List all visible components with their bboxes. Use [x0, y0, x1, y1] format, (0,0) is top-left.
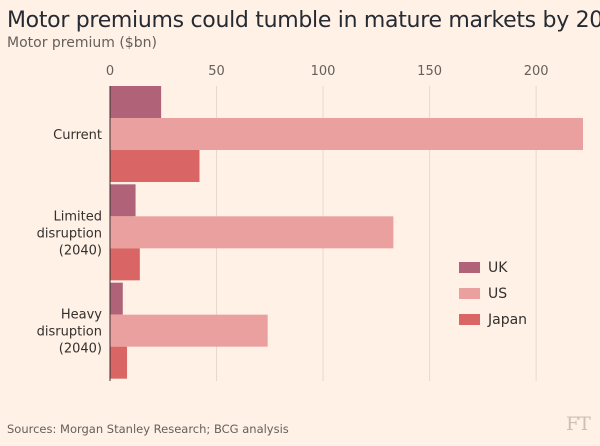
bars — [110, 86, 583, 379]
legend-label-us: US — [488, 286, 507, 302]
chart-subtitle: Motor premium ($bn) — [7, 35, 157, 51]
x-tick-labels: 0 50 100 150 200 — [106, 64, 549, 79]
category-label: Current — [53, 128, 102, 143]
bar-japan-0 — [110, 150, 200, 182]
legend-swatch-us — [459, 288, 480, 299]
legend: UK US Japan — [459, 260, 527, 328]
bar-japan-2 — [110, 346, 128, 379]
bar-us-0 — [110, 118, 583, 150]
x-tick-label: 0 — [106, 64, 114, 79]
category-label: disruption — [37, 226, 102, 241]
x-tick-label: 150 — [417, 64, 442, 79]
legend-swatch-japan — [459, 314, 480, 325]
category-labels: Current Limited disruption (2040) Heavy disru… — [37, 128, 103, 357]
bar-us-1 — [110, 216, 394, 249]
category-label: Limited — [54, 209, 102, 224]
category-label: (2040) — [59, 243, 102, 258]
category-label: disruption — [37, 325, 102, 340]
bar-uk-2 — [110, 282, 123, 315]
legend-label-uk: UK — [488, 260, 508, 276]
source-note: Sources: Morgan Stanley Research; BCG an… — [7, 422, 289, 436]
bar-us-2 — [110, 314, 268, 347]
category-label: (2040) — [59, 342, 102, 357]
x-tick-label: 100 — [311, 64, 336, 79]
legend-label-japan: Japan — [487, 312, 527, 328]
bar-uk-0 — [110, 86, 162, 118]
legend-swatch-uk — [459, 262, 480, 273]
ft-logo: FT — [566, 413, 591, 435]
x-tick-label: 50 — [208, 64, 225, 79]
category-label: Heavy — [61, 308, 102, 323]
chart-title: Motor premiums could tumble in mature ma… — [7, 8, 600, 33]
bar-japan-1 — [110, 248, 140, 281]
bar-uk-1 — [110, 184, 136, 217]
x-tick-label: 200 — [524, 64, 549, 79]
